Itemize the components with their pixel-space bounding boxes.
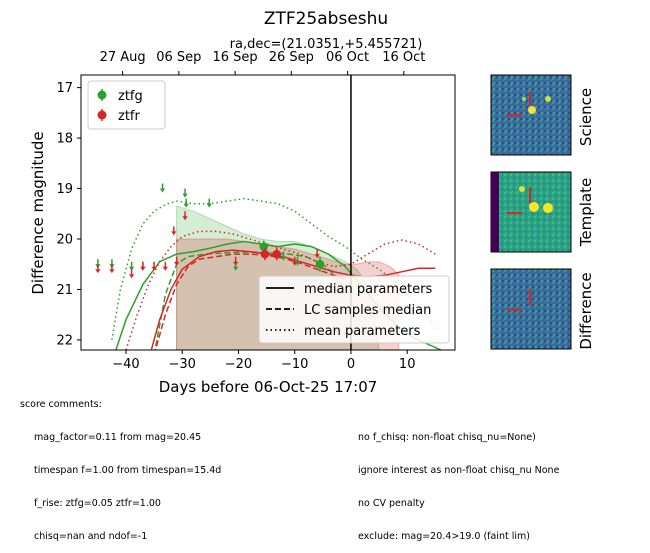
ztfr-upper-limit: [95, 264, 100, 273]
difference-image: [491, 269, 571, 349]
x-tick-label: −20: [225, 357, 252, 372]
ztfg-detection-marker: [316, 260, 325, 269]
ztfr-upper-limit-arrowhead: [140, 267, 145, 271]
comment-line: exclude: mag=20.4>19.0 (faint lim): [358, 531, 559, 542]
legend-ztfg-marker: [98, 91, 107, 100]
ztfr-upper-limit: [140, 262, 145, 271]
legend-ztfr-label: ztfr: [118, 109, 140, 124]
ztfg-upper-limit-arrowhead: [160, 189, 165, 193]
top-tick-label: 27 Aug: [100, 50, 146, 65]
ztfg-upper-limit-arrowhead: [184, 204, 189, 208]
science-thumbnail: Science: [491, 75, 595, 155]
ztfg-upper-limit: [182, 189, 187, 198]
x-tick-label: −30: [169, 357, 196, 372]
ztfr-upper-limit: [129, 269, 134, 278]
comment-line: timespan f=1.00 from timespan=15.4d: [34, 465, 221, 476]
ztfr-upper-limit-arrowhead: [163, 267, 168, 271]
ztfg-upper-limit: [184, 199, 189, 208]
template-source: [529, 202, 539, 212]
science-image: [491, 75, 571, 155]
science-label: Science: [577, 88, 595, 146]
legend-ztfg-label: ztfg: [118, 89, 143, 104]
difference-thumbnail: Difference: [491, 269, 595, 350]
ztfg-upper-limit: [207, 199, 212, 208]
legend-samples-label: LC samples median: [304, 303, 431, 318]
y-tick-label: 17: [56, 81, 73, 96]
ztfg-upper-limit-arrowhead: [207, 204, 212, 208]
score-comments-right: no f_chisq: non-float chisq_nu=None) ign…: [358, 410, 559, 553]
y-axis-ticks: 17 18 19 20 21 22: [56, 81, 81, 348]
template-label: Template: [577, 178, 595, 247]
ztfg-upper-limit: [160, 184, 165, 193]
x-tick-label: 0: [347, 357, 355, 372]
ztfr-upper-limit: [109, 264, 114, 273]
ztfg-upper-limit-arrowhead: [182, 194, 187, 198]
y-tick-label: 18: [56, 132, 73, 147]
legend-median-label: median parameters: [304, 282, 432, 297]
ztfr-detection-marker: [261, 250, 270, 259]
ztfr-detection-marker: [272, 250, 281, 259]
linestyle-legend: median parameters LC samples median mean…: [259, 276, 449, 343]
band-legend: ztfg ztfr: [88, 81, 165, 129]
top-tick-label: 06 Oct: [326, 50, 369, 65]
top-tick-label: 16 Sep: [213, 50, 258, 65]
template-image: [491, 172, 571, 252]
comment-line: chisq=nan and ndof=-1: [34, 531, 221, 542]
top-date-axis-ticks: 27 Aug 06 Sep 16 Sep 26 Sep 06 Oct 16 Oct: [100, 50, 426, 75]
science-source: [528, 106, 536, 114]
ztfr-upper-limit-arrowhead: [95, 269, 100, 273]
x-tick-label: −10: [281, 357, 308, 372]
ztfr-upper-limit: [171, 226, 176, 235]
ztfr-upper-limit-arrowhead: [109, 269, 114, 273]
difference-label: Difference: [577, 272, 595, 349]
ztfr-upper-limit-arrowhead: [171, 231, 176, 235]
top-tick-label: 26 Sep: [269, 50, 314, 65]
legend-ztfr-marker: [98, 111, 107, 120]
y-tick-label: 22: [56, 333, 73, 348]
y-tick-label: 19: [56, 182, 73, 197]
x-tick-label: 10: [399, 357, 416, 372]
chart-title: ZTF25abseshu: [264, 9, 388, 29]
comment-line: ignore interest as non-float chisq_nu No…: [358, 465, 559, 476]
score-comments-left: mag_factor=0.11 from mag=20.45 timespan …: [34, 410, 221, 553]
top-tick-label: 06 Sep: [156, 50, 201, 65]
comment-line: mag_factor=0.11 from mag=20.45: [34, 432, 221, 443]
y-axis-label: Difference magnitude: [29, 131, 47, 294]
legend-mean-label: mean parameters: [304, 324, 421, 339]
template-thumbnail: Template: [491, 172, 595, 252]
ztfg-detection-marker: [259, 242, 268, 251]
x-tick-label: −40: [112, 357, 139, 372]
ztfr-upper-limit-arrowhead: [129, 274, 134, 278]
comment-line: no f_chisq: non-float chisq_nu=None): [358, 432, 559, 443]
ztfr-upper-limit: [163, 262, 168, 271]
x-axis-label: Days before 06-Oct-25 17:07: [159, 378, 378, 396]
x-axis-ticks: −40 −30 −20 −10 0 10: [112, 350, 415, 372]
top-tick-label: 16 Oct: [382, 50, 425, 65]
y-tick-label: 21: [56, 283, 73, 298]
score-comments-header: score comments:: [20, 399, 102, 410]
y-tick-label: 20: [56, 232, 73, 247]
